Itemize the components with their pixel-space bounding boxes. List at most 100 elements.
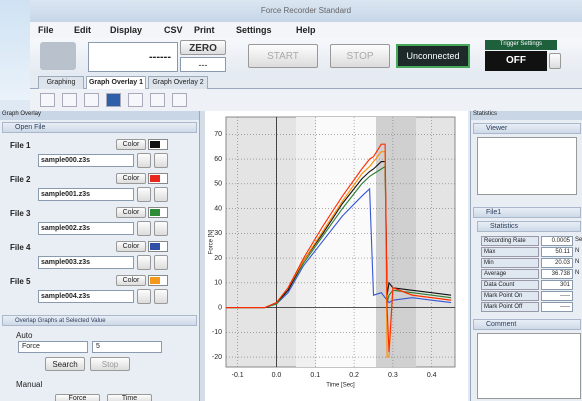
x-tick-label: 0.4 xyxy=(427,372,437,379)
menu-item[interactable]: Settings xyxy=(236,25,272,35)
browse-button[interactable] xyxy=(137,153,151,168)
tab[interactable]: Graph Overlay 2 xyxy=(148,76,208,89)
section-header: Statistics xyxy=(477,221,581,232)
file-box: sample000.z3s xyxy=(38,154,134,167)
start-button[interactable]: START xyxy=(248,44,318,68)
stat-value: ----- xyxy=(541,302,573,312)
file-label: File 2 xyxy=(10,175,31,184)
color-button[interactable]: Color xyxy=(116,173,146,184)
tool-icon[interactable] xyxy=(84,93,99,107)
y-tick-label: 70 xyxy=(214,131,222,138)
status: Unconnected xyxy=(396,44,470,68)
file-label: File 5 xyxy=(10,277,31,286)
menu-item[interactable]: CSV xyxy=(164,25,183,35)
mode-select[interactable]: Force xyxy=(18,341,88,353)
y-tick-label: -20 xyxy=(212,354,222,361)
plot-shade xyxy=(316,117,376,367)
color-button[interactable]: Color xyxy=(116,241,146,252)
tool-icon[interactable] xyxy=(150,93,165,107)
menu-item[interactable]: Print xyxy=(194,25,215,35)
series-line xyxy=(226,143,452,353)
section-header: Comment xyxy=(473,319,581,330)
stat-label: Mark Point On xyxy=(481,291,539,301)
file-label: File 4 xyxy=(10,243,31,252)
remove-button[interactable] xyxy=(154,187,168,202)
color-button[interactable]: Color xyxy=(116,207,146,218)
menu-item[interactable]: Display xyxy=(110,25,143,35)
tool-icon[interactable] xyxy=(106,93,121,107)
y-tick-label: 50 xyxy=(214,181,222,188)
toolbar: ------ ZERO --- START STOP Unconnected T… xyxy=(30,38,582,75)
tab[interactable]: Graphing xyxy=(38,76,84,89)
desktop xyxy=(0,0,30,100)
comment-box xyxy=(477,333,581,399)
tool-icon[interactable] xyxy=(128,93,143,107)
browse-button[interactable] xyxy=(137,187,151,202)
series-line xyxy=(226,187,452,309)
stop-button[interactable]: Stop xyxy=(90,357,130,371)
search-button[interactable]: Search xyxy=(45,357,85,371)
icon-bar xyxy=(30,89,582,111)
browse-button[interactable] xyxy=(137,255,151,270)
browse-button[interactable] xyxy=(137,221,151,236)
x-tick-label: 0.3 xyxy=(388,372,398,379)
remove-button[interactable] xyxy=(154,255,168,270)
display: ------ xyxy=(88,42,178,72)
stat-label: Average xyxy=(481,269,539,279)
stop-button[interactable]: STOP xyxy=(330,44,390,68)
remove-button[interactable] xyxy=(154,289,168,304)
stat-unit: Sec xyxy=(575,237,582,243)
trigger-button[interactable] xyxy=(549,53,561,69)
stat-value: 301 xyxy=(541,280,573,290)
tool-icon[interactable] xyxy=(40,93,55,107)
tab[interactable]: Graph Overlay 1 xyxy=(86,76,146,89)
manual-field: Force xyxy=(55,394,100,401)
file-box: sample001.z3s xyxy=(38,188,134,201)
x-axis-label: Time [Sec] xyxy=(326,383,355,389)
y-tick-label: 0 xyxy=(218,304,222,311)
tab-bar: Graphing Graph Overlay 1 Graph Overlay 2 xyxy=(30,75,582,89)
x-tick-label: 0.0 xyxy=(272,372,282,379)
browse-button[interactable] xyxy=(137,289,151,304)
y-tick-label: 10 xyxy=(214,280,222,287)
tool-icon[interactable] xyxy=(172,93,187,107)
file-box: sample003.z3s xyxy=(38,256,134,269)
color-button[interactable]: Color xyxy=(116,275,146,286)
menu-item[interactable]: Help xyxy=(296,25,316,35)
stat-value: 0.0005 xyxy=(541,236,573,246)
y-axis-label: Force [N] xyxy=(209,229,215,254)
swatch xyxy=(150,277,160,284)
y-tick-label: 20 xyxy=(214,255,222,262)
trigger-value[interactable]: OFF xyxy=(485,51,547,71)
file-box: sample002.z3s xyxy=(38,222,134,235)
color-button[interactable]: Color xyxy=(116,139,146,150)
remove-button[interactable] xyxy=(154,153,168,168)
stat-unit: N xyxy=(575,248,580,254)
section-header: Open File xyxy=(2,122,197,133)
y-tick-label: 40 xyxy=(214,205,222,212)
tool-icon[interactable] xyxy=(62,93,77,107)
open-icon[interactable] xyxy=(40,42,76,70)
scrollbar xyxy=(200,111,205,401)
title-bar: Force Recorder Standard xyxy=(30,0,582,22)
file-box: sample004.z3s xyxy=(38,290,134,303)
stat-value: 50.11 xyxy=(541,247,573,257)
menu-item[interactable]: File xyxy=(38,25,54,35)
swatch xyxy=(150,141,160,148)
swatch xyxy=(150,243,160,250)
y-tick-label: -10 xyxy=(212,329,222,336)
value-input[interactable]: 5 xyxy=(92,341,162,353)
stat-unit: N xyxy=(575,259,580,265)
window-title: Force Recorder Standard xyxy=(260,6,352,15)
panel-title: Statistics xyxy=(471,111,582,120)
menu-item[interactable]: Edit xyxy=(74,25,91,35)
remove-button[interactable] xyxy=(154,221,168,236)
x-tick-label: 0.2 xyxy=(349,372,359,379)
stat-value: 36.738 xyxy=(541,269,573,279)
section-header: Overlap Graphs at Selected Value xyxy=(2,315,197,326)
trigger-label: Trigger Settings xyxy=(485,40,557,50)
stat-label: Min xyxy=(481,258,539,268)
zero-button[interactable]: ZERO xyxy=(180,40,226,55)
stat-label: Mark Point Off xyxy=(481,302,539,312)
section-header: Viewer xyxy=(473,123,581,134)
